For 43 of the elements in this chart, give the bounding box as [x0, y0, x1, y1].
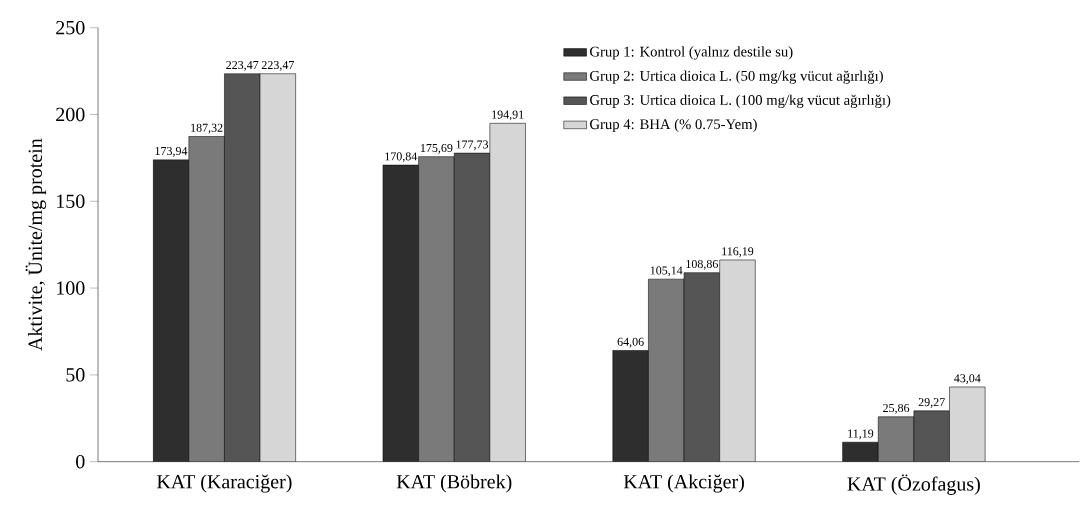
y-tick-label: 150	[57, 194, 85, 209]
data-label: 175,69	[420, 144, 453, 154]
legend-label: Grup 3: Urtica dioica L. (100 mg/kg vücut ağırlığı)	[590, 94, 891, 109]
data-label: 105,14	[650, 266, 683, 277]
data-label: 29,27	[918, 398, 945, 409]
data-label: 177,73	[456, 140, 489, 151]
data-label: 108,86	[686, 260, 718, 270]
x-tick-label: KAT (Akciğer)	[623, 474, 744, 493]
bar	[489, 123, 526, 462]
data-label: 43,04	[954, 374, 981, 385]
x-tick-label: KAT (Özofagus)	[847, 474, 980, 496]
y-tick-label: 200	[56, 107, 85, 122]
bar	[260, 73, 296, 462]
data-label: 170,84	[385, 152, 418, 163]
y-tick-label: 0	[76, 455, 85, 469]
y-tick-label: 100	[57, 281, 85, 295]
bar	[648, 279, 685, 462]
data-label: 173,94	[155, 147, 188, 157]
bar	[454, 153, 490, 462]
bar	[684, 272, 720, 462]
bar	[188, 136, 225, 462]
data-label: 194,91	[492, 110, 524, 121]
data-label: 223,47	[226, 61, 259, 71]
y-tick-label: 250	[56, 21, 85, 35]
x-tick-label: KAT (Böbrek)	[396, 474, 512, 493]
bar	[224, 73, 261, 462]
y-axis-title: Aktivite, Ünite/mg protein	[25, 138, 47, 352]
bar	[949, 386, 986, 462]
y-tick-label: 50	[66, 368, 85, 382]
data-label: 11,19	[848, 429, 874, 440]
legend-label: Grup 4: BHA (% 0.75-Yem)	[590, 118, 757, 133]
data-label: 64,06	[617, 337, 644, 348]
legend-label: Grup 2: Urtica dioica L. (50 mg/kg vücut ağırlığı)	[590, 70, 883, 84]
bar	[719, 260, 756, 462]
data-label: 223,47	[261, 61, 294, 71]
data-label: 25,86	[883, 404, 910, 414]
bar	[877, 416, 915, 462]
bar	[913, 410, 950, 462]
x-tick-label: KAT (Karaciğer)	[156, 474, 292, 493]
legend-label: Grup 1: Kontrol (yalnız destile su)	[590, 46, 793, 60]
bar	[418, 156, 455, 462]
data-label: 187,32	[191, 123, 223, 134]
data-label: 116,19	[722, 247, 754, 258]
